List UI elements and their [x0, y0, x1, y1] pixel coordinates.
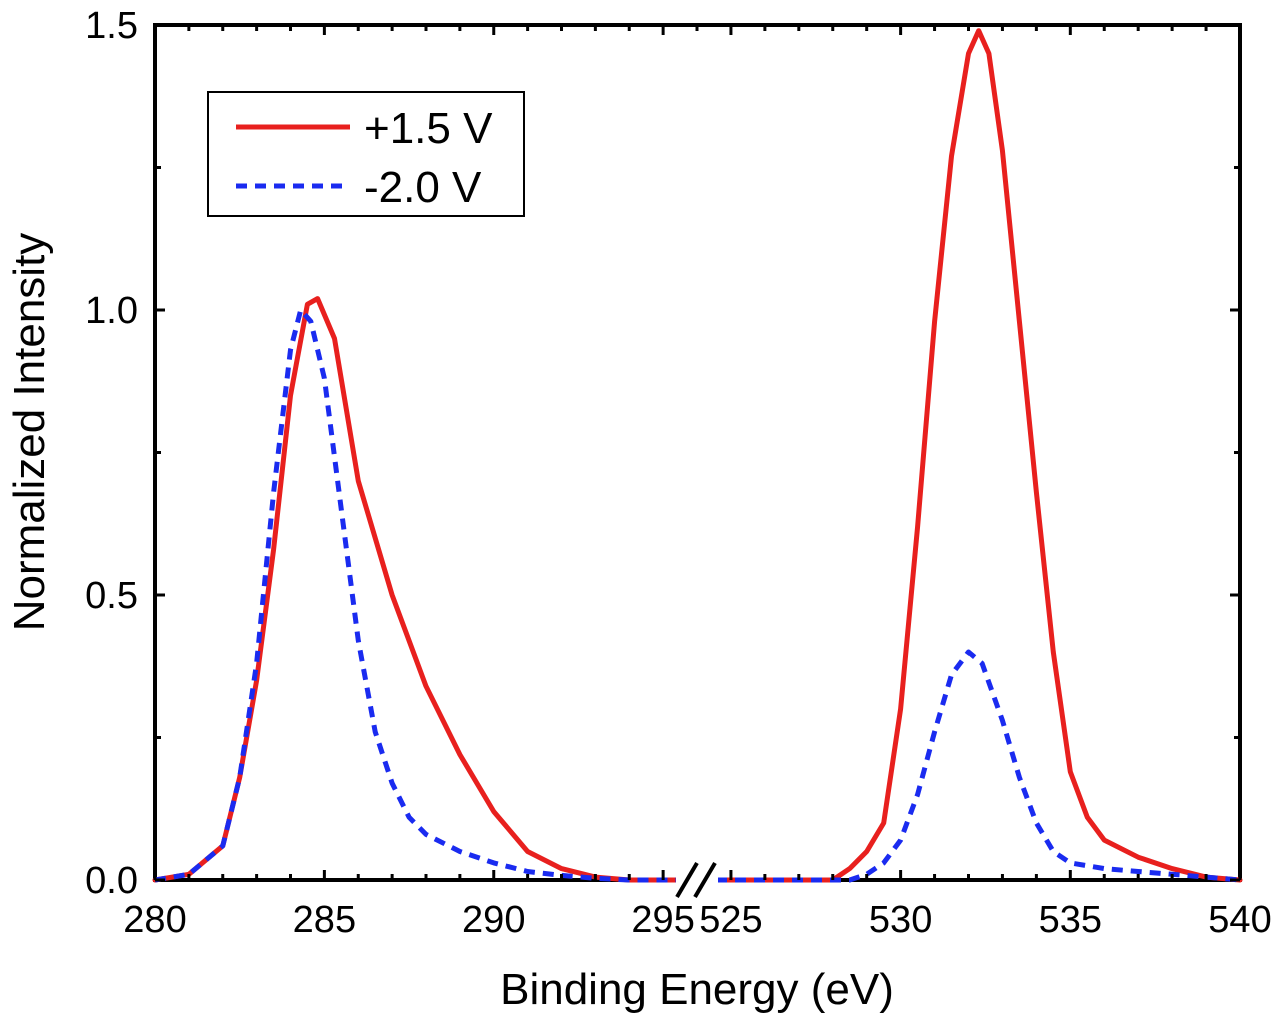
y-tick-label: 0.5 — [85, 575, 138, 617]
ticks-layer: 280 285 290 295 525 530 535 540 0.0 0.5 1.0 1.5 — [85, 5, 1272, 941]
y-tick-label: 0.0 — [85, 860, 138, 902]
x-axis-title: Binding Energy (eV) — [500, 965, 894, 1014]
x-tick-label: 530 — [869, 899, 932, 941]
legend-label-series-2: -2.0 V — [364, 163, 482, 212]
legend: +1.5 V -2.0 V — [207, 91, 525, 217]
x-tick-label: 280 — [123, 899, 186, 941]
series-1-line-segment-1 — [152, 296, 700, 883]
series-layer — [152, 28, 1243, 883]
legend-box — [207, 91, 525, 217]
axis-break-mark — [675, 861, 718, 899]
x-tick-label: 540 — [1208, 899, 1271, 941]
legend-label-series-1: +1.5 V — [364, 104, 493, 153]
series-2-line-segment-2 — [697, 649, 1241, 883]
y-tick-label: 1.0 — [85, 290, 138, 332]
y-tick-label: 1.5 — [85, 5, 138, 47]
x-tick-label: 290 — [462, 899, 525, 941]
x-tick-label: 525 — [699, 899, 762, 941]
x-tick-label: 535 — [1039, 899, 1102, 941]
series-2-line-segment-1 — [154, 307, 697, 883]
y-axis-title: Normalized Intensity — [5, 233, 54, 632]
x-tick-label: 285 — [293, 899, 356, 941]
x-tick-label: 295 — [631, 899, 694, 941]
series-1-line-segment-2 — [694, 28, 1243, 883]
